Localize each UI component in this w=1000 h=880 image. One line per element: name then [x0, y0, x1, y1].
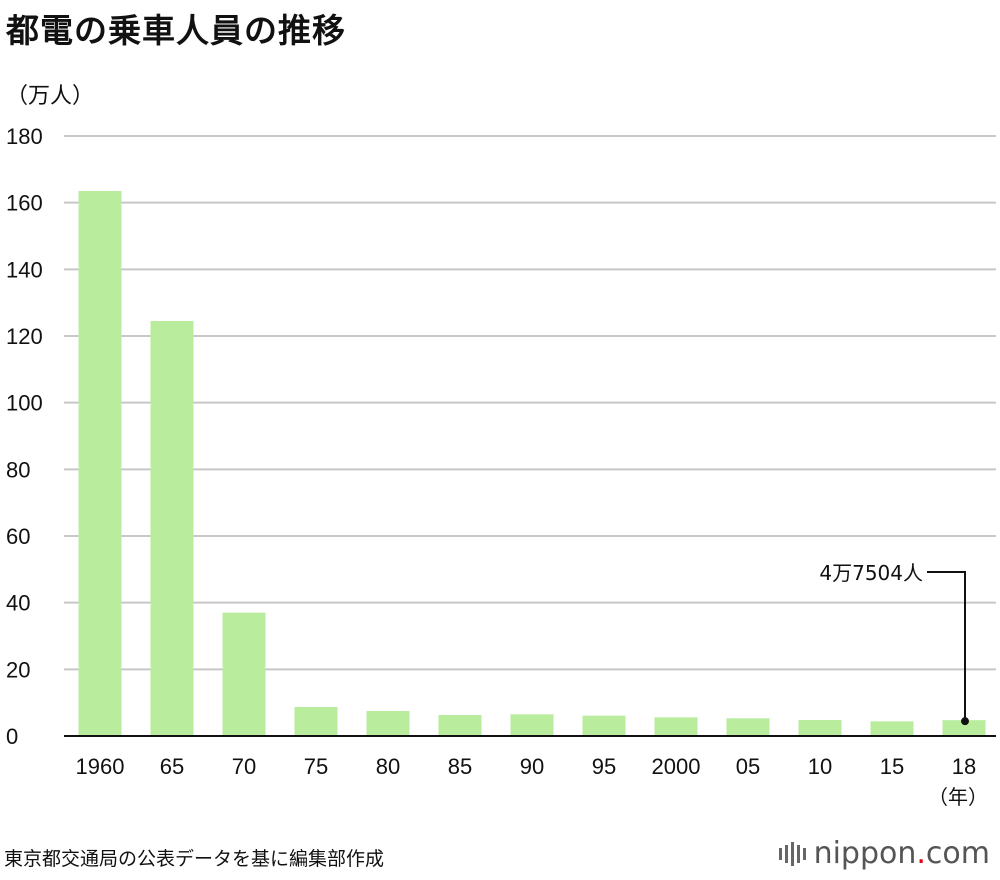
y-tick-label: 40	[6, 591, 30, 616]
bar-2000	[654, 717, 698, 736]
bar-18	[942, 720, 986, 736]
annotation-label: 4万7504人	[819, 561, 923, 585]
x-tick-label: 95	[592, 754, 616, 779]
bar-05	[726, 718, 770, 736]
x-tick-label: 15	[880, 754, 904, 779]
y-tick-label: 120	[6, 324, 43, 349]
nippon-com-logo: nippon.com	[778, 836, 990, 871]
y-tick-label: 100	[6, 391, 43, 416]
x-tick-label: 75	[304, 754, 328, 779]
gridlines	[64, 135, 996, 671]
y-tick-label: 20	[6, 657, 30, 682]
annotation: 4万7504人	[819, 561, 969, 726]
x-tick-label: 80	[376, 754, 400, 779]
y-tick-label: 180	[6, 124, 43, 149]
x-tick-label: 70	[232, 754, 256, 779]
bars	[78, 191, 986, 736]
y-axis-unit-label: （万人）	[6, 84, 95, 109]
y-tick-label: 140	[6, 257, 43, 282]
x-tick-label: 10	[808, 754, 832, 779]
tick-labels: 0 20 40 60 80 100 120 140 160 180 1960 65 70 75 80 85 90…	[6, 124, 988, 809]
y-tick-label: 60	[6, 524, 30, 549]
bar-75	[294, 707, 338, 736]
x-tick-label: 90	[520, 754, 544, 779]
x-axis-unit-label: （年）	[928, 785, 988, 809]
logo-bars-icon	[778, 841, 806, 866]
bar-15	[870, 721, 914, 736]
bar-80	[366, 711, 410, 736]
annotation-leader-line	[927, 571, 966, 722]
bar-65	[150, 321, 194, 736]
y-tick-label: 160	[6, 191, 43, 216]
x-tick-label: 85	[448, 754, 472, 779]
x-tick-label: 65	[160, 754, 184, 779]
bar-70	[222, 612, 266, 736]
bar-1960	[78, 191, 122, 736]
x-tick-label: 05	[736, 754, 760, 779]
y-tick-label: 0	[6, 724, 18, 749]
bar-10	[798, 720, 842, 736]
chart-title: 都電の乗車人員の推移	[6, 11, 346, 50]
bar-85	[438, 715, 482, 736]
bar-90	[510, 714, 554, 736]
bar-chart: 0 20 40 60 80 100 120 140 160 180 1960 65 70 75 80 85 90…	[6, 124, 996, 809]
source-note: 東京都交通局の公表データを基に編集部作成	[4, 848, 385, 870]
x-tick-label: 18	[952, 754, 976, 779]
y-tick-label: 80	[6, 457, 30, 482]
x-tick-label: 2000	[652, 754, 701, 779]
bar-95	[582, 715, 626, 736]
logo-text: nippon.com	[813, 836, 990, 871]
x-tick-label: 1960	[76, 754, 125, 779]
